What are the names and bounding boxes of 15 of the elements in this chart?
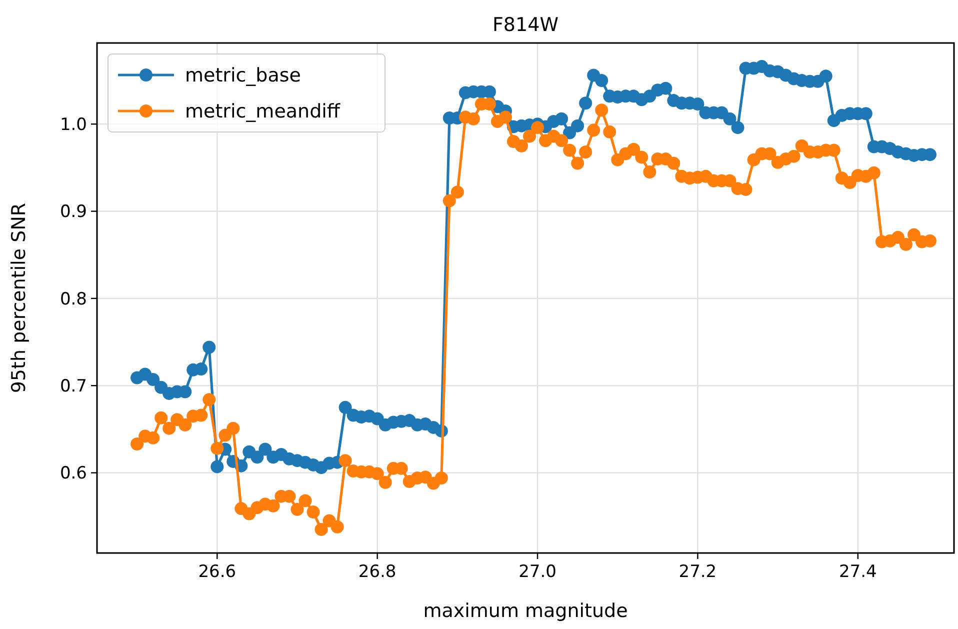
x-tick-label: 27.2 <box>678 562 717 582</box>
legend-label: metric_meandiff <box>185 100 341 123</box>
y-tick-label: 0.6 <box>60 464 87 484</box>
y-tick-label: 0.9 <box>60 202 87 222</box>
y-tick-label: 0.8 <box>60 289 87 310</box>
legend-label: metric_base <box>185 64 301 87</box>
x-tick-label: 26.8 <box>358 562 396 582</box>
x-tick-label: 27.4 <box>838 562 877 582</box>
y-tick-label: 0.7 <box>60 376 87 397</box>
x-axis-title: maximum magnitude <box>423 600 628 622</box>
x-tick-label: 26.6 <box>198 562 236 582</box>
x-tick-label: 27.0 <box>518 562 556 582</box>
y-tick-label: 1.0 <box>60 115 87 136</box>
chart-title: F814W <box>492 14 559 36</box>
y-axis-title: 95th percentile SNR <box>8 202 30 394</box>
